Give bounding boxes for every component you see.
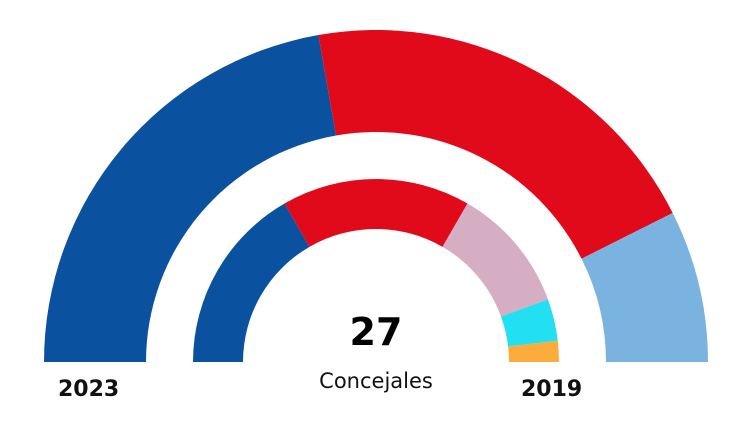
- inner-ring-segment-5: [508, 340, 559, 362]
- outer-ring-segment-3: [581, 212, 708, 362]
- inner-ring-segment-3: [442, 203, 548, 317]
- inner-ring-segment-1: [193, 203, 310, 362]
- total-seats: 27: [349, 310, 403, 354]
- inner-ring-segment-4: [500, 299, 558, 347]
- inner-ring-year-label: 2019: [521, 377, 583, 402]
- inner-ring-segment-2: [284, 179, 468, 247]
- unit-label: Concejales: [319, 369, 433, 393]
- outer-ring-segment-1: [44, 35, 337, 363]
- outer-ring-segment-2: [318, 30, 673, 259]
- outer-ring-year-label: 2023: [58, 377, 120, 402]
